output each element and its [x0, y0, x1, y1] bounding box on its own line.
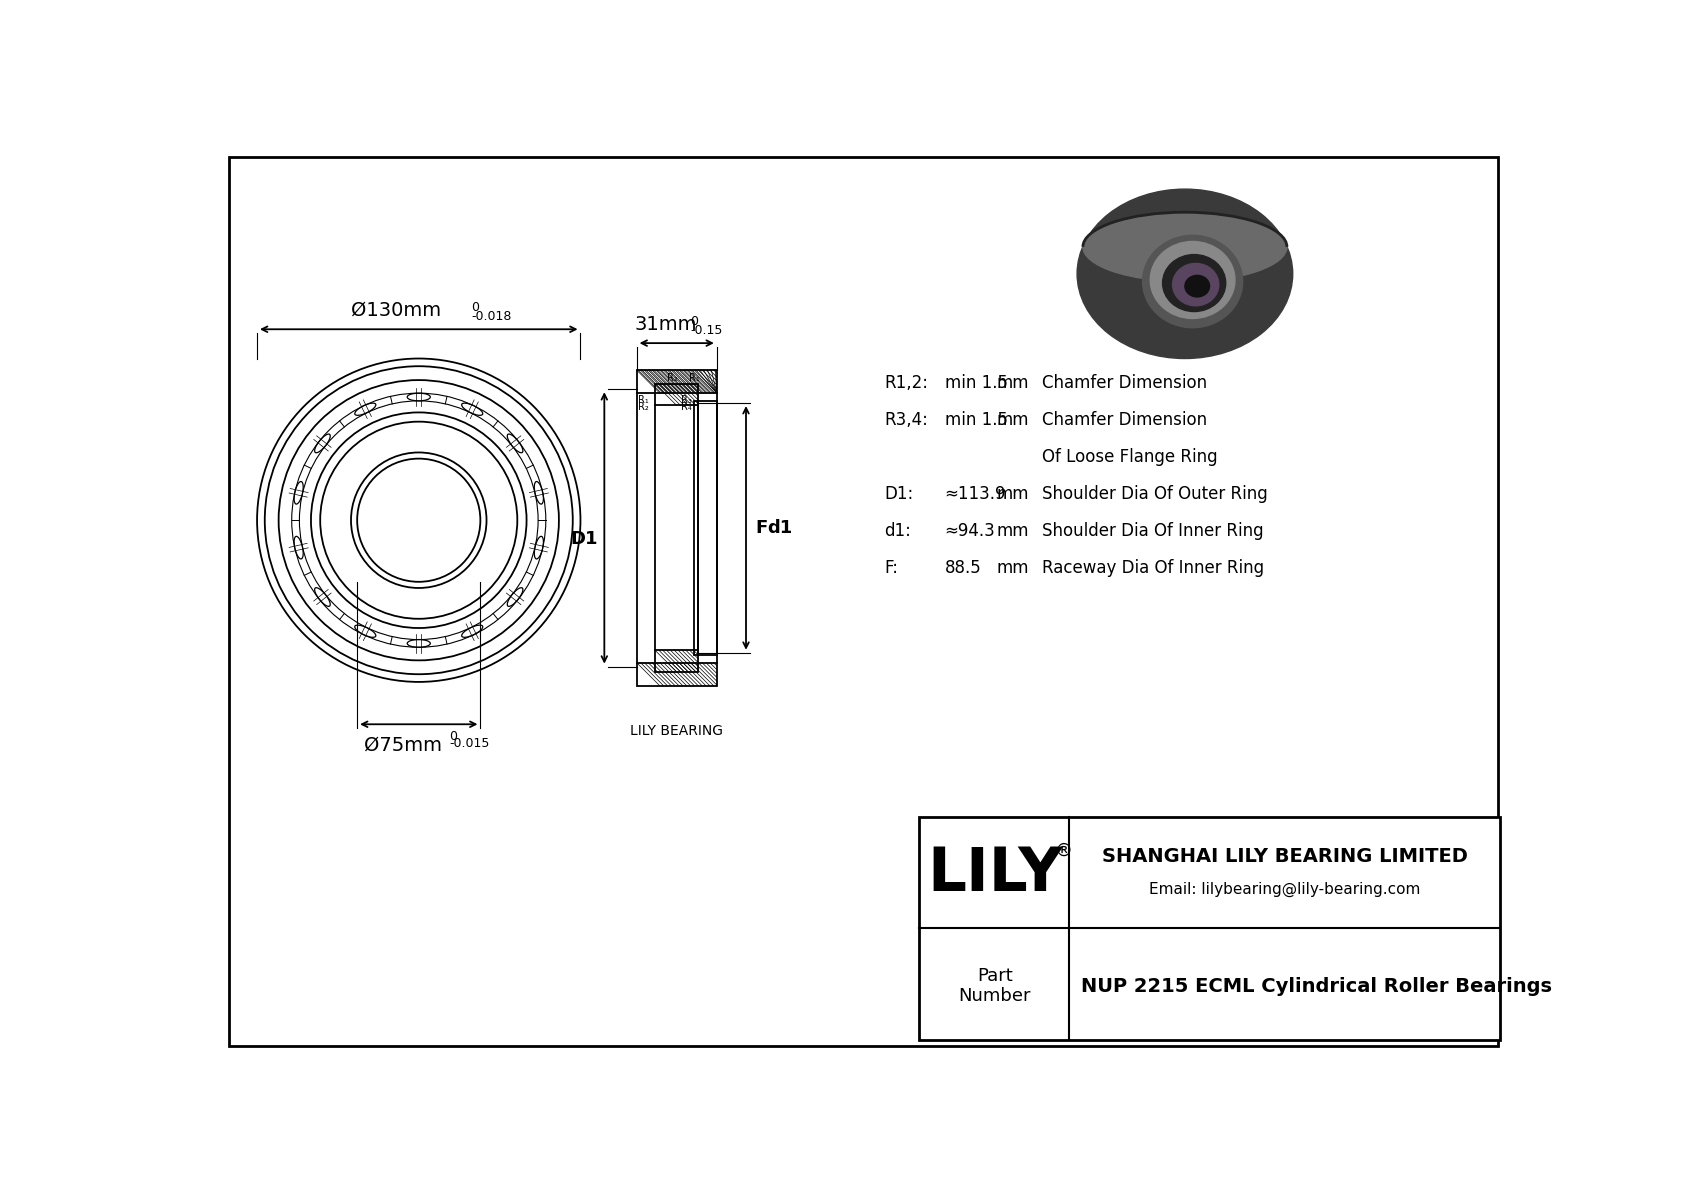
Ellipse shape — [1078, 189, 1293, 358]
Text: 0: 0 — [450, 730, 458, 743]
Text: LILY: LILY — [926, 844, 1063, 904]
Bar — [637, 370, 717, 393]
Text: R1,2:: R1,2: — [884, 374, 928, 392]
Text: R₂: R₂ — [667, 373, 677, 384]
Text: 0: 0 — [472, 301, 480, 314]
Text: mm: mm — [997, 411, 1029, 429]
Text: F: F — [754, 519, 768, 537]
Ellipse shape — [1162, 255, 1226, 312]
Text: R₁: R₁ — [689, 373, 701, 384]
Text: R₄: R₄ — [682, 403, 692, 412]
Text: 88.5: 88.5 — [945, 559, 982, 576]
Text: Chamfer Dimension: Chamfer Dimension — [1042, 411, 1207, 429]
Text: 31mm: 31mm — [635, 314, 697, 333]
Ellipse shape — [1083, 212, 1287, 281]
Text: ≈113.9: ≈113.9 — [945, 485, 1005, 503]
Text: Part
Number: Part Number — [958, 967, 1031, 1005]
Text: ®: ® — [1054, 842, 1073, 860]
Text: -0.018: -0.018 — [472, 310, 512, 323]
Text: min 1.5: min 1.5 — [945, 411, 1007, 429]
Bar — [919, 817, 1500, 1040]
Text: Ø75mm: Ø75mm — [364, 736, 443, 755]
Bar — [637, 662, 717, 686]
Text: SHANGHAI LILY BEARING LIMITED: SHANGHAI LILY BEARING LIMITED — [1101, 847, 1467, 866]
Text: R₁: R₁ — [638, 394, 648, 405]
Text: mm: mm — [997, 559, 1029, 576]
Text: Ø130mm: Ø130mm — [350, 301, 441, 320]
Text: R3,4:: R3,4: — [884, 411, 928, 429]
Text: NUP 2215 ECML Cylindrical Roller Bearings: NUP 2215 ECML Cylindrical Roller Bearing… — [1081, 977, 1553, 996]
Text: -0.15: -0.15 — [690, 324, 722, 337]
Text: Email: lilybearing@lily-bearing.com: Email: lilybearing@lily-bearing.com — [1148, 881, 1420, 897]
Ellipse shape — [1150, 242, 1234, 318]
Text: Shoulder Dia Of Inner Ring: Shoulder Dia Of Inner Ring — [1042, 522, 1265, 540]
Text: Chamfer Dimension: Chamfer Dimension — [1042, 374, 1207, 392]
Bar — [655, 384, 699, 405]
Text: -0.015: -0.015 — [450, 737, 490, 750]
Text: min 1.5: min 1.5 — [945, 374, 1007, 392]
Text: d1:: d1: — [884, 522, 911, 540]
Text: D1: D1 — [571, 530, 598, 549]
Text: mm: mm — [997, 485, 1029, 503]
Text: R₂: R₂ — [638, 403, 648, 412]
Text: mm: mm — [997, 374, 1029, 392]
Text: R₃: R₃ — [682, 394, 692, 405]
Text: F:: F: — [884, 559, 899, 576]
Text: d1: d1 — [768, 519, 793, 537]
Text: LILY BEARING: LILY BEARING — [630, 724, 722, 738]
Bar — [655, 650, 699, 672]
Text: mm: mm — [997, 522, 1029, 540]
Text: Shoulder Dia Of Outer Ring: Shoulder Dia Of Outer Ring — [1042, 485, 1268, 503]
Ellipse shape — [1142, 236, 1243, 328]
Text: D1:: D1: — [884, 485, 914, 503]
Text: Raceway Dia Of Inner Ring: Raceway Dia Of Inner Ring — [1042, 559, 1265, 576]
Text: Of Loose Flange Ring: Of Loose Flange Ring — [1042, 448, 1218, 466]
Text: ≈94.3: ≈94.3 — [945, 522, 995, 540]
Bar — [694, 401, 699, 655]
Ellipse shape — [1172, 263, 1219, 306]
Ellipse shape — [1186, 275, 1209, 297]
Bar — [699, 401, 717, 655]
Text: 0: 0 — [690, 314, 699, 328]
